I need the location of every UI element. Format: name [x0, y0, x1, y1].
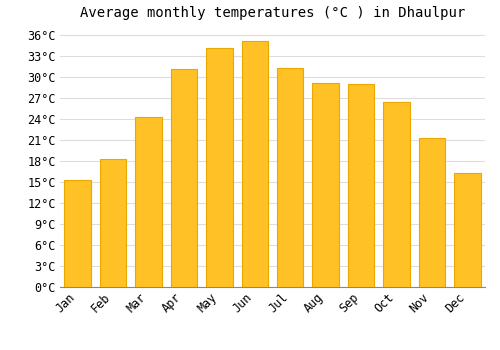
Bar: [383, 102, 409, 287]
Bar: [312, 83, 339, 287]
Bar: [100, 159, 126, 287]
Bar: [206, 48, 233, 287]
Bar: [170, 69, 197, 287]
Bar: [242, 41, 268, 287]
Bar: [136, 117, 162, 287]
Bar: [348, 84, 374, 287]
Bar: [418, 138, 445, 287]
Bar: [454, 173, 480, 287]
Title: Average monthly temperatures (°C ) in Dhaulpur: Average monthly temperatures (°C ) in Dh…: [80, 6, 465, 20]
Bar: [64, 180, 91, 287]
Bar: [277, 68, 303, 287]
